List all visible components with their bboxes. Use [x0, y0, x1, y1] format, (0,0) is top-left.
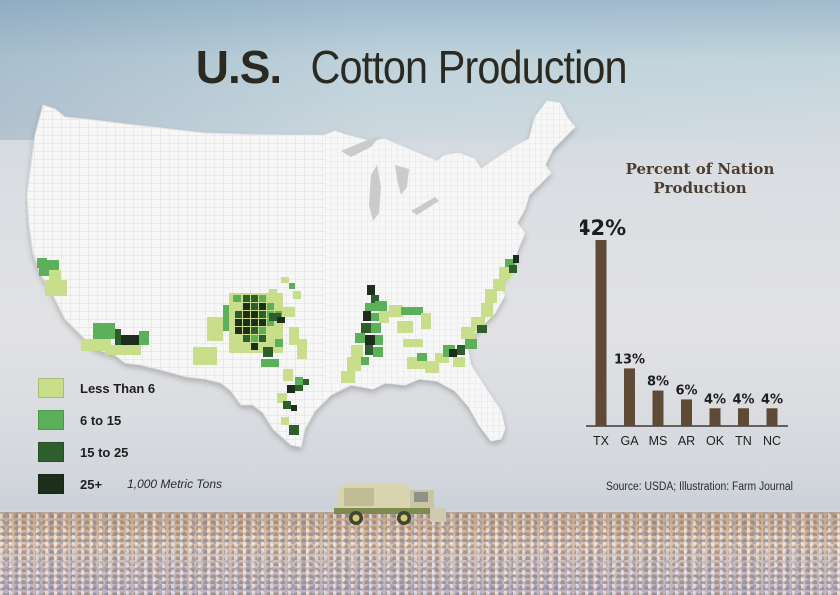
legend-unit: 1,000 Metric Tons	[127, 477, 223, 491]
category-label: NC	[763, 434, 781, 448]
category-label: GA	[620, 434, 639, 448]
title-light: Cotton Production	[310, 41, 628, 93]
legend-swatch	[38, 474, 64, 494]
source-credit: Source: USDA; Illustration: Farm Journal	[606, 481, 793, 493]
bar-ms	[652, 390, 664, 426]
category-label: TN	[735, 434, 752, 448]
legend-item: Less Than 6	[38, 372, 222, 404]
cotton-regions	[37, 255, 519, 435]
bar-value-label: 6%	[675, 383, 697, 398]
cotton-harvester-image	[334, 484, 446, 525]
bar-value-label: 4%	[704, 392, 726, 407]
bar-value-label: 4%	[761, 392, 783, 407]
bar-chart: 42% TX 13% GA 8% MS 6% AR 4% OK 4% TN 4% NC	[580, 216, 788, 448]
lake-michigan	[369, 165, 381, 221]
legend-label: 15 to 25	[80, 444, 129, 460]
legend-swatch	[38, 378, 64, 398]
lake-erie	[411, 197, 439, 215]
legend-item: 6 to 15	[38, 404, 222, 436]
legend-item: 25+ 1,000 Metric Tons	[38, 468, 222, 500]
bar-tn	[738, 408, 749, 426]
category-label: AR	[678, 434, 695, 448]
sky-tint	[0, 0, 840, 140]
page-title: U.S. Cotton Production	[0, 40, 840, 94]
eastern-counties	[325, 101, 575, 441]
legend-label: 6 to 15	[80, 412, 122, 428]
bar-value-label: 4%	[732, 392, 754, 407]
bar-tx	[595, 240, 607, 426]
bar-ga	[624, 368, 635, 426]
cotton-field-photo	[0, 512, 840, 595]
title-bold: U.S.	[195, 41, 282, 93]
category-label: MS	[649, 434, 668, 448]
category-label: OK	[706, 434, 725, 448]
bar-nc	[766, 408, 778, 426]
map-legend: Less Than 6 6 to 15 15 to 25 25+ 1,000 M…	[38, 372, 222, 500]
bar-value-label: 8%	[647, 375, 669, 390]
bar-value-label: 13%	[614, 352, 645, 367]
legend-label: Less Than 6	[80, 380, 156, 396]
bar-value-label: 42%	[580, 216, 626, 240]
legend-swatch	[38, 442, 64, 462]
bar-ar	[681, 399, 692, 426]
us-county-map	[26, 100, 576, 448]
chart-title: Percent of Nation Production	[625, 160, 775, 197]
lake-huron	[395, 165, 409, 195]
lake-superior	[341, 135, 381, 157]
bar-ok	[709, 408, 721, 426]
legend-swatch	[38, 410, 64, 430]
category-label: TX	[593, 434, 610, 448]
legend-item: 15 to 25	[38, 436, 222, 468]
legend-label: 25+	[80, 476, 103, 492]
